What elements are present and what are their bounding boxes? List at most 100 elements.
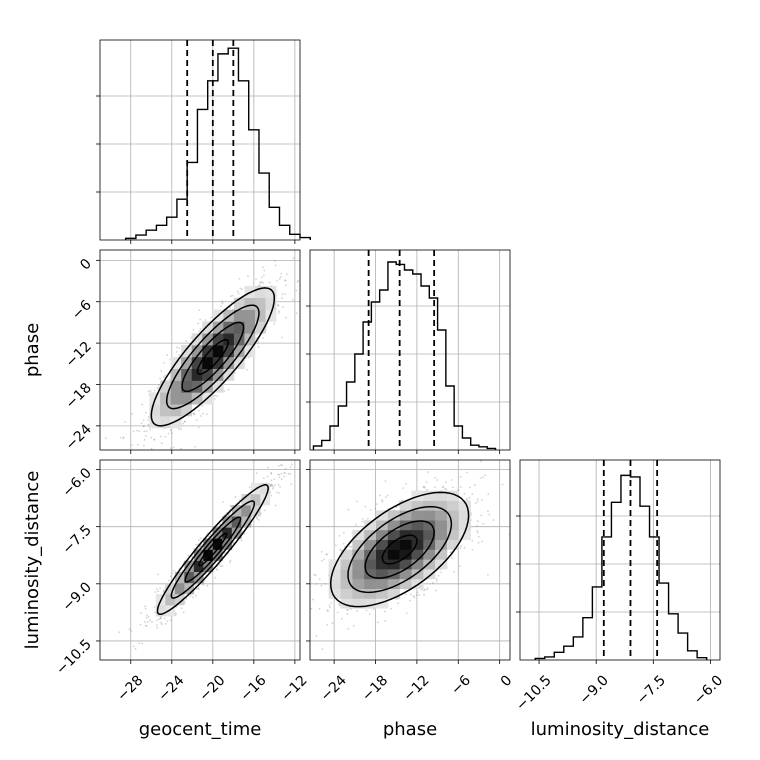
sample-point — [283, 475, 286, 478]
sample-point — [147, 419, 150, 421]
sample-point — [236, 290, 239, 293]
sample-point — [223, 389, 226, 392]
sample-point — [199, 318, 202, 321]
density-cell — [387, 539, 400, 550]
sample-point — [221, 565, 224, 568]
x-tick-label: −12 — [278, 672, 310, 704]
sample-point — [281, 464, 283, 467]
sample-point — [155, 624, 158, 626]
sample-point — [193, 413, 196, 416]
density-cell — [250, 505, 261, 517]
sample-point — [270, 472, 273, 475]
sample-point — [213, 398, 216, 400]
sample-point — [451, 486, 454, 489]
sample-point — [158, 618, 161, 620]
sample-point — [162, 589, 165, 592]
sample-point — [194, 594, 197, 597]
x-tick-label: −16 — [237, 672, 269, 704]
sample-point — [280, 478, 283, 481]
sample-point — [420, 588, 423, 591]
density-cell — [241, 505, 252, 517]
pair-geocent-time-luminosity-distance — [118, 463, 293, 650]
sample-point — [256, 333, 258, 336]
sample-point — [481, 540, 484, 543]
sample-point — [422, 485, 425, 488]
density-cell — [223, 333, 235, 346]
contour-line — [196, 338, 229, 375]
sample-point — [356, 610, 359, 612]
sample-point — [440, 571, 443, 574]
panel-frame — [519, 459, 721, 661]
density-cell — [223, 321, 235, 334]
sample-point — [315, 583, 318, 585]
density-cell — [203, 549, 214, 561]
sample-point — [171, 572, 174, 575]
sample-point — [190, 336, 193, 339]
density-cell — [411, 500, 424, 511]
sample-point — [156, 588, 158, 591]
sample-point — [160, 442, 163, 445]
sample-point — [192, 596, 194, 599]
sample-point — [478, 535, 480, 538]
density-cell — [352, 588, 365, 599]
sample-point — [132, 430, 135, 433]
sample-point — [167, 579, 170, 582]
sample-point — [278, 277, 281, 280]
x-tick-label: −6.0 — [691, 672, 726, 707]
density-cell — [364, 578, 377, 590]
density-cell — [435, 539, 448, 550]
sample-point — [214, 394, 216, 397]
sample-point — [280, 472, 283, 475]
sample-point — [169, 429, 172, 431]
density-cell — [352, 559, 365, 570]
sample-point — [476, 530, 479, 532]
x-tick-label: −28 — [114, 672, 146, 704]
sample-point — [202, 583, 204, 586]
sample-point — [488, 513, 491, 516]
sample-point — [118, 631, 121, 634]
sample-point — [274, 259, 276, 262]
sample-point — [170, 619, 172, 622]
density-cell — [399, 549, 412, 560]
sample-point — [487, 573, 489, 576]
sample-point — [271, 487, 274, 490]
density-cell — [376, 559, 389, 570]
sample-point — [159, 617, 162, 620]
panel-frame — [309, 249, 511, 451]
sample-point — [476, 498, 479, 500]
density-cell — [411, 529, 424, 541]
sample-point — [431, 581, 434, 584]
labels-layer: geocent_time phase luminosity_distance p… — [22, 323, 709, 740]
density-cell — [202, 356, 214, 370]
sample-point — [449, 551, 452, 554]
density-cell — [255, 321, 266, 334]
density-cell — [233, 321, 245, 334]
sample-point — [443, 487, 446, 490]
density-cell — [387, 588, 400, 599]
y-axis-title-phase: phase — [22, 323, 43, 377]
sample-point — [142, 419, 145, 422]
sample-point — [141, 642, 144, 645]
y-tick-label: −10.5 — [53, 636, 95, 678]
sample-point — [341, 617, 343, 620]
sample-point — [171, 432, 173, 435]
density-cell — [458, 529, 471, 541]
density-cell — [340, 588, 353, 599]
x-tick-label: −9.0 — [577, 672, 612, 707]
sample-point — [437, 574, 440, 577]
sample-point — [180, 447, 183, 450]
sample-point — [146, 620, 149, 623]
sample-point — [221, 302, 224, 305]
sample-point — [197, 426, 200, 429]
sample-point — [314, 574, 317, 576]
sample-point — [484, 474, 487, 477]
density-cell — [411, 549, 424, 560]
density-cell — [411, 510, 424, 521]
sample-point — [474, 502, 477, 504]
sample-point — [150, 436, 153, 439]
sample-point — [477, 541, 480, 544]
y-tick-label: 0 — [77, 256, 95, 274]
sample-point — [256, 342, 259, 345]
sample-point — [410, 593, 412, 596]
